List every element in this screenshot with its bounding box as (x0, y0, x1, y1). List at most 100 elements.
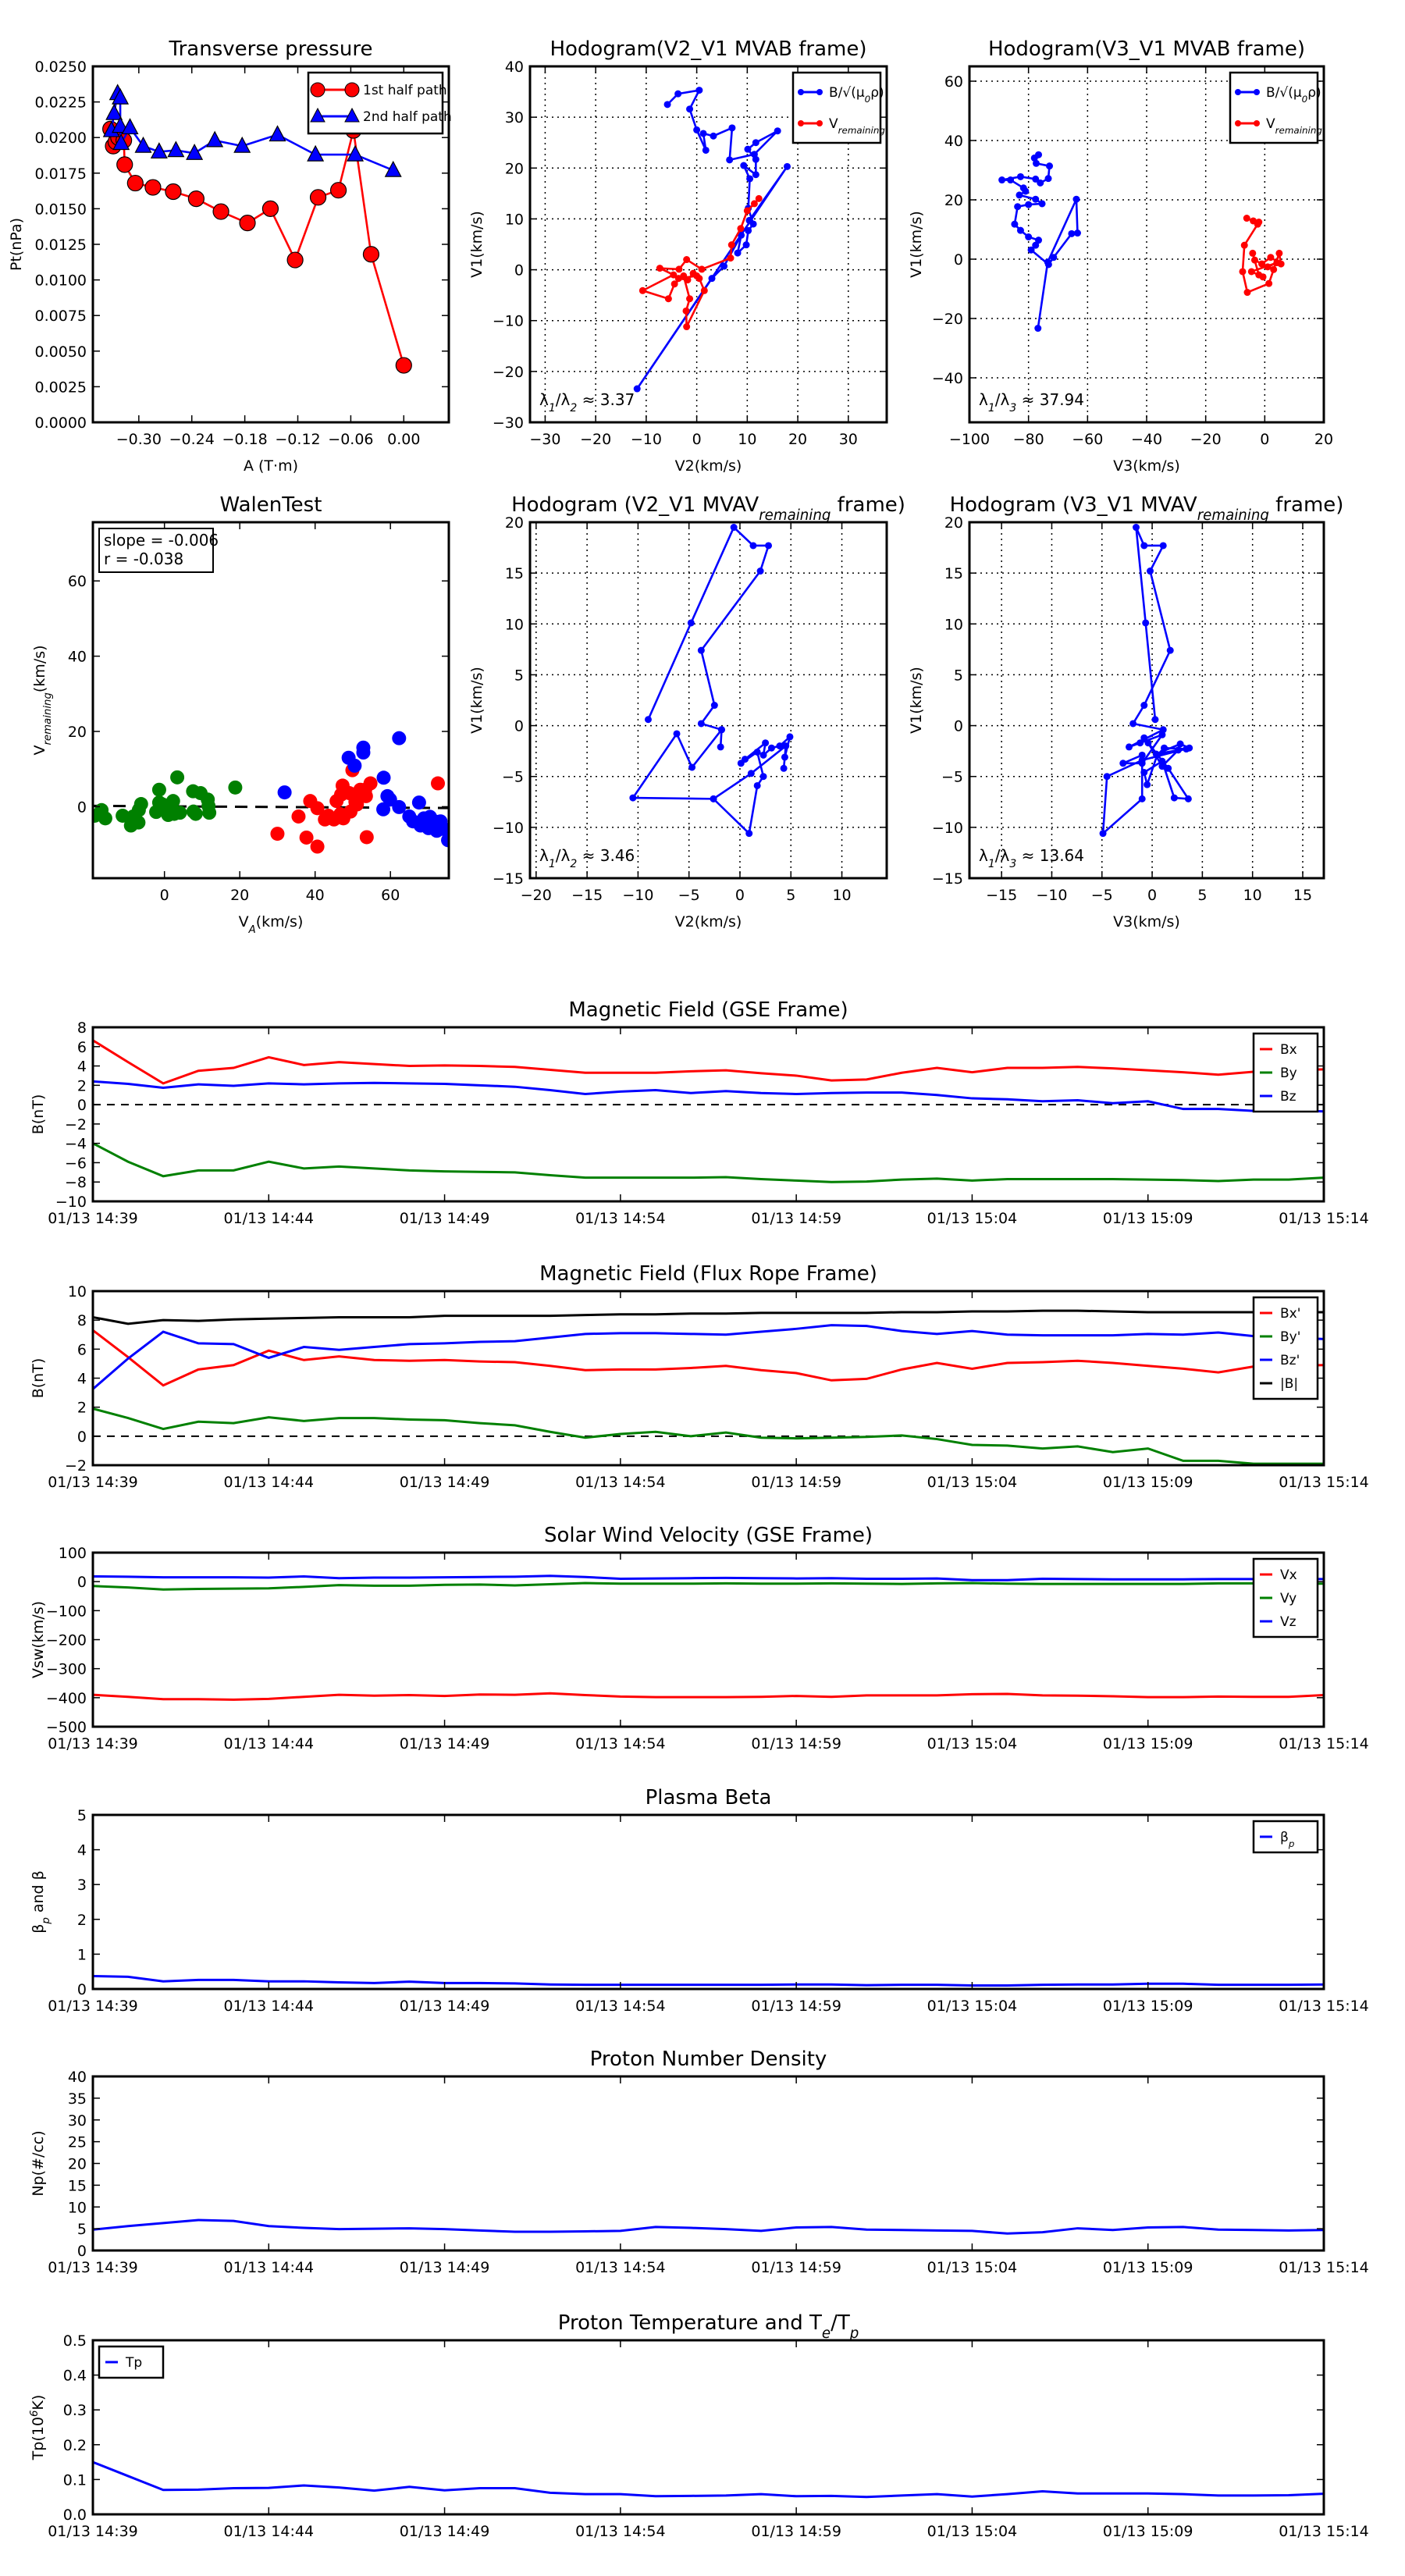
data-point (131, 815, 146, 830)
data-point (717, 743, 724, 751)
y-tick-label: 20 (68, 2156, 87, 2173)
x-tick-label: 0.00 (387, 431, 420, 448)
y-tick-label: 0.0 (63, 2507, 87, 2524)
x-tick-label: 01/13 14:39 (48, 1998, 138, 2015)
y-tick-label: 4 (77, 1371, 87, 1388)
data-point (165, 183, 182, 201)
axes-frame (91, 2075, 1325, 2252)
data-point (1140, 734, 1148, 742)
data-point (441, 833, 449, 848)
data-point (1142, 619, 1150, 627)
data-point (1138, 795, 1146, 802)
data-point (347, 758, 362, 773)
data-point (395, 357, 412, 374)
chart-0: Transverse pressure A (T·m) Pt(nPa) −0.30 −0… (8, 37, 452, 475)
data-point (167, 141, 185, 158)
data-point (710, 795, 717, 802)
x-tick-label: 01/13 15:04 (927, 1474, 1018, 1491)
legend-label: By (1280, 1066, 1297, 1081)
x-tick-label: 01/13 15:09 (1103, 1210, 1193, 1227)
data-point (737, 225, 745, 233)
data-point (1240, 241, 1248, 249)
y-tick-label: 0.0050 (35, 343, 87, 361)
data-point (734, 249, 742, 257)
plot-area (102, 84, 412, 374)
y-tick-label: 20 (505, 160, 524, 177)
x-tick-label: 01/13 14:39 (48, 1735, 138, 1752)
x-tick-label: 5 (786, 887, 795, 904)
legend-marker (816, 120, 823, 126)
y-tick-label: −5 (502, 769, 524, 786)
y-tick-label: −20 (493, 364, 524, 381)
series-0 (93, 770, 243, 833)
x-tick-label: 01/13 14:49 (400, 2523, 490, 2540)
legend-marker (1254, 89, 1260, 95)
data-point (1170, 794, 1178, 802)
axes-frame (91, 2339, 1325, 2516)
data-point (1249, 249, 1257, 257)
y-tick-label: −4 (65, 1136, 87, 1153)
x-tick-label: −20 (521, 887, 552, 904)
chart-title: Magnetic Field (Flux Rope Frame) (539, 1262, 877, 1286)
y-tick-label: 5 (954, 667, 963, 684)
chart-title: Transverse pressure (169, 37, 373, 61)
data-point (347, 144, 365, 162)
data-point (698, 265, 706, 273)
axes-frame (91, 521, 450, 880)
x-tick-label: 01/13 15:09 (1103, 1474, 1193, 1491)
legend-marker (344, 82, 360, 98)
y-tick-label: 0.0250 (35, 59, 87, 76)
data-point (683, 256, 691, 264)
y-tick-label: −100 (46, 1603, 87, 1620)
data-point (1154, 751, 1161, 759)
data-point (1027, 246, 1035, 254)
data-point (1014, 203, 1022, 211)
data-point (1161, 744, 1168, 752)
data-point (740, 162, 748, 169)
legend-box (1229, 71, 1319, 144)
data-point (1273, 259, 1281, 267)
series-line (93, 1039, 1324, 1085)
x-axis-label: V2(km/s) (675, 913, 742, 930)
x-tick-label: 01/13 14:39 (48, 2523, 138, 2540)
y-tick-label: −30 (493, 415, 524, 432)
data-point (1264, 263, 1272, 271)
data-point (1032, 175, 1040, 183)
data-point (1025, 233, 1033, 240)
legend-label: 2nd half path (363, 109, 452, 125)
series-0 (93, 1974, 1324, 1987)
data-point (1250, 256, 1258, 264)
axes-frame (91, 1290, 1325, 1467)
data-point (310, 801, 325, 816)
data-point (686, 105, 694, 113)
x-tick-label: 30 (839, 431, 858, 448)
y-axis-label: βp and β (30, 1870, 52, 1934)
data-point (670, 280, 678, 288)
data-point (188, 806, 203, 821)
y-tick-label: 8 (77, 1019, 87, 1037)
x-tick-label: −15 (571, 887, 603, 904)
y-axis-label: V1(km/s) (908, 667, 925, 734)
x-tick-label: 01/13 14:44 (224, 1998, 315, 2015)
data-point (1175, 746, 1183, 754)
data-point (687, 619, 695, 627)
data-point (663, 101, 671, 109)
legend-label: By' (1280, 1329, 1300, 1345)
stats-text: slope = -0.006 (104, 531, 219, 550)
y-tick-label: 10 (944, 616, 963, 633)
y-tick-label: 0.1 (63, 2471, 87, 2489)
series-line (93, 1974, 1324, 1987)
legend-marker (1254, 120, 1260, 126)
chart-title: Hodogram(V2_V1 MVAB frame) (550, 37, 866, 61)
data-point (1140, 702, 1148, 710)
x-tick-label: −10 (1036, 887, 1067, 904)
x-tick-label: −10 (622, 887, 653, 904)
data-point (1140, 769, 1148, 777)
data-point (697, 646, 705, 654)
data-point (1025, 201, 1033, 208)
y-tick-label: 10 (505, 211, 524, 228)
data-point (752, 139, 759, 147)
data-point (686, 295, 694, 303)
plot-area (93, 731, 449, 854)
data-point (1016, 226, 1024, 234)
